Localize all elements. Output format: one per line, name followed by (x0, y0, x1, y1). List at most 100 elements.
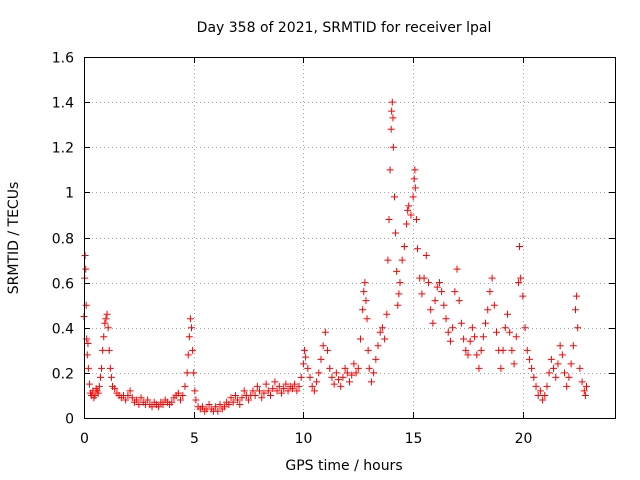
data-point (291, 380, 299, 388)
data-point (534, 391, 542, 399)
data-point (341, 364, 349, 372)
data-point (238, 394, 246, 402)
data-point (236, 400, 244, 408)
data-point (405, 202, 413, 210)
data-point (84, 364, 92, 372)
data-point (462, 346, 470, 354)
data-point (256, 387, 264, 395)
data-point (411, 184, 419, 192)
data-point (350, 360, 358, 368)
data-point (473, 351, 481, 359)
data-point (424, 279, 432, 287)
data-point (84, 340, 92, 348)
data-point (299, 360, 307, 368)
data-point (356, 335, 364, 343)
data-point (506, 328, 514, 336)
data-point (85, 380, 93, 388)
data-point (429, 319, 437, 327)
data-point (547, 355, 555, 363)
y-tick-label: 1.4 (52, 96, 74, 112)
data-point (451, 288, 459, 296)
data-point (335, 376, 343, 384)
data-point (144, 396, 152, 404)
data-point (574, 324, 582, 332)
data-point (407, 211, 415, 219)
y-tick-label: 0.2 (52, 367, 74, 383)
data-point (457, 319, 465, 327)
x-tick-label: 15 (405, 431, 423, 447)
data-point (386, 166, 394, 174)
data-point (389, 143, 397, 151)
x-tick-label: 0 (80, 431, 89, 447)
data-point (284, 387, 292, 395)
data-point (488, 274, 496, 282)
data-point (183, 369, 191, 377)
data-point (159, 400, 167, 408)
data-point (440, 301, 448, 309)
y-tick-label: 1 (65, 186, 74, 202)
data-point (390, 193, 398, 201)
data-point (392, 229, 400, 237)
data-point (381, 335, 389, 343)
data-point (563, 382, 571, 390)
data-point (186, 315, 194, 323)
data-point (306, 373, 314, 381)
data-point (449, 324, 457, 332)
data-point (411, 166, 419, 174)
data-point (326, 364, 334, 372)
data-point (569, 342, 577, 350)
data-point (552, 373, 560, 381)
data-point (400, 243, 408, 251)
data-point (422, 252, 430, 260)
data-point (81, 252, 89, 260)
data-point (308, 382, 316, 390)
data-point (554, 360, 562, 368)
data-point (444, 328, 452, 336)
data-point (343, 369, 351, 377)
data-point (99, 346, 107, 354)
data-point (556, 342, 564, 350)
data-point (388, 98, 396, 106)
data-point (348, 371, 356, 379)
data-point (510, 360, 518, 368)
data-point (135, 400, 143, 408)
data-point (370, 369, 378, 377)
data-point (388, 107, 396, 115)
data-point (234, 396, 242, 404)
data-point (525, 355, 533, 363)
data-point (267, 391, 275, 399)
data-point (354, 364, 362, 372)
chart-title: Day 358 of 2021, SRMTID for receiver lpa… (197, 20, 492, 36)
data-point (517, 274, 525, 282)
data-point (385, 215, 393, 223)
data-point (364, 346, 372, 354)
data-point (519, 292, 527, 300)
data-point (319, 342, 327, 350)
data-point (321, 328, 329, 336)
data-point (514, 279, 522, 287)
data-point (346, 378, 353, 386)
data-point (374, 342, 382, 350)
y-tick-label: 1.2 (52, 141, 74, 157)
data-point (302, 353, 310, 361)
data-point (468, 324, 476, 332)
data-point (310, 387, 318, 395)
data-point (455, 297, 463, 305)
data-point (572, 306, 580, 314)
data-point (490, 301, 498, 309)
data-point (317, 355, 325, 363)
data-point (438, 288, 446, 296)
y-tick-label: 0.4 (52, 322, 74, 338)
data-point (389, 114, 397, 122)
data-point (328, 373, 336, 381)
data-point (442, 315, 450, 323)
data-point (332, 369, 340, 377)
data-point (304, 364, 312, 372)
data-point (508, 346, 516, 354)
data-point (384, 256, 392, 264)
data-point (104, 324, 112, 332)
data-point (532, 382, 540, 390)
data-point (98, 364, 106, 372)
data-point (361, 279, 369, 287)
data-point (528, 364, 536, 372)
